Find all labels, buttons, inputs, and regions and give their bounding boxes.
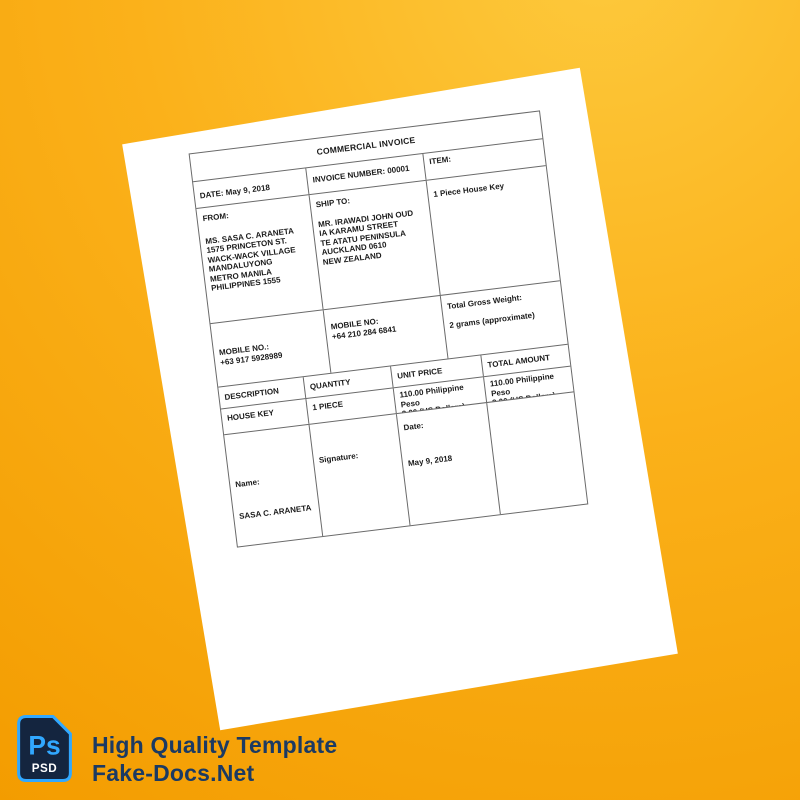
- signature-cell: Signature:: [309, 414, 411, 536]
- brand-line1: High Quality Template: [92, 732, 338, 758]
- name-value: SASA C. ARANETA: [238, 502, 312, 521]
- brand-line2: Fake-Docs.Net: [92, 760, 255, 786]
- date-value: May 9, 2018: [407, 453, 453, 468]
- psd-badge-shape: [17, 715, 72, 782]
- invoice-table: COMMERCIAL INVOICE DATE: May 9, 2018 INV…: [188, 110, 589, 548]
- name-label: Name:: [234, 477, 261, 490]
- ship-to-address: MR. IRAWADI JOHN OUD IA KARAMU STREET TE…: [318, 207, 430, 267]
- date-label: Date:: [403, 420, 425, 433]
- brand-text: High Quality Template Fake-Docs.Net: [92, 731, 337, 787]
- ps-logo-text: Ps: [28, 731, 60, 761]
- item-value-cell: 1 Piece House Key: [432, 181, 505, 199]
- signature-label: Signature:: [318, 451, 359, 465]
- gross-weight-label: Total Gross Weight:: [446, 293, 523, 312]
- date-cell-bottom: Date: May 9, 2018: [396, 402, 501, 526]
- ship-to-cell: SHIP TO: MR. IRAWADI JOHN OUD IA KARAMU …: [309, 180, 441, 310]
- gross-weight-value: 2 grams (approximate): [448, 310, 536, 330]
- empty-cell: [487, 392, 587, 514]
- from-cell: FROM: MS. SASA C. ARANETA 1575 PRINCETON…: [196, 195, 324, 324]
- psd-badge: Ps PSD: [17, 715, 72, 782]
- from-address: MS. SASA C. ARANETA 1575 PRINCETON ST. W…: [205, 224, 314, 293]
- psd-label: PSD: [32, 762, 58, 775]
- invoice-paper: COMMERCIAL INVOICE DATE: May 9, 2018 INV…: [122, 67, 678, 731]
- name-cell: Name: SASA C. ARANETA: [224, 424, 324, 547]
